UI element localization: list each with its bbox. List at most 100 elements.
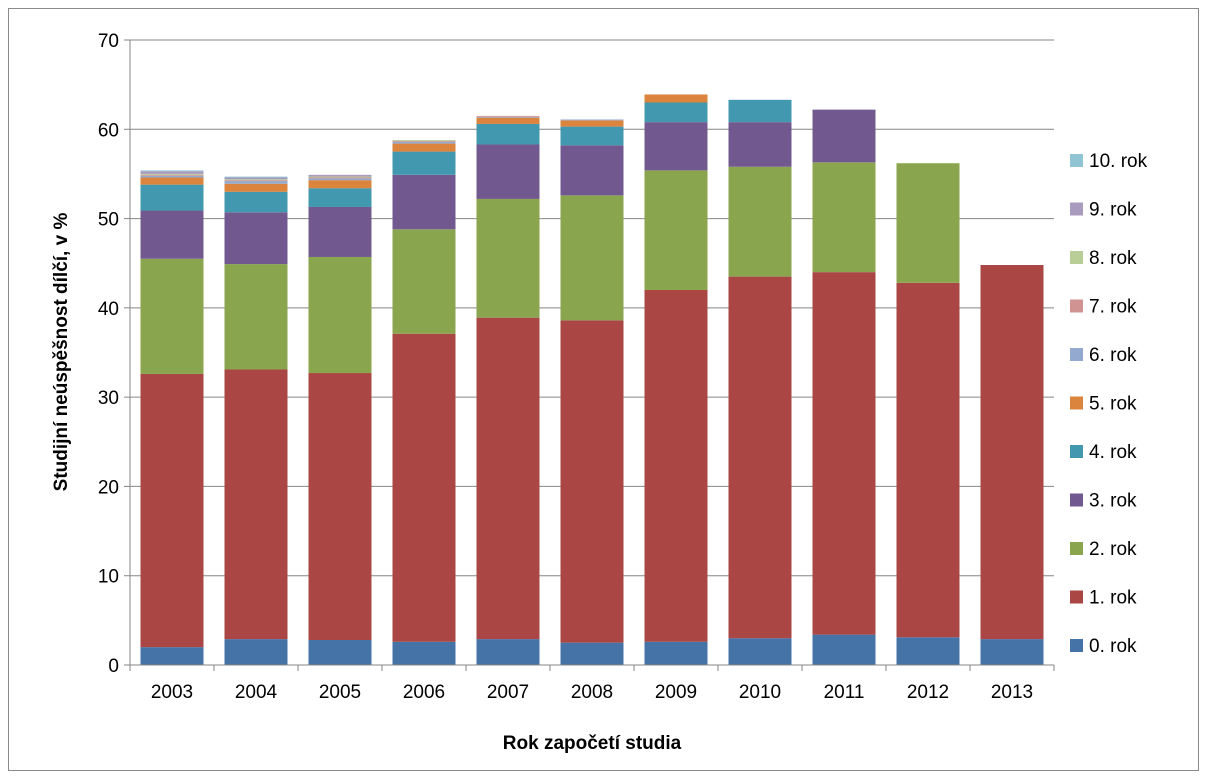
legend-label: 9. rok <box>1089 200 1137 221</box>
x-tick-label: 2011 <box>824 682 865 703</box>
legend-swatch <box>1070 493 1083 507</box>
legend: 10. rok 9. rok 8. rok 7. rok 6. rok 5. rok 4. … <box>1070 151 1148 657</box>
legend-label: 0. rok <box>1089 636 1137 657</box>
legend-swatch <box>1070 590 1083 604</box>
bar-segment <box>224 183 288 192</box>
bar-segment <box>224 212 288 265</box>
bar-segment <box>308 178 372 181</box>
bar-segment <box>308 373 372 640</box>
bar-segment <box>308 176 372 178</box>
bar-segment <box>308 188 372 207</box>
bar-segment <box>476 117 540 124</box>
bar-segment <box>224 180 288 182</box>
bar-segment <box>140 174 204 176</box>
y-tick-label: 50 <box>98 210 119 231</box>
bar-segment <box>224 639 288 665</box>
bar-segment <box>896 282 960 638</box>
bar-segment <box>812 162 876 273</box>
bar-segment <box>644 641 708 665</box>
bar-segment <box>560 642 624 665</box>
bar-segment <box>224 177 288 180</box>
bar-segment <box>560 126 624 146</box>
x-tick-label: 2005 <box>319 682 361 703</box>
y-tick-label: 0 <box>108 656 119 677</box>
y-tick-label: 10 <box>98 567 119 588</box>
legend-swatch <box>1070 154 1083 167</box>
bar-segment <box>224 181 288 184</box>
bar-segment <box>560 320 624 643</box>
bar-segment <box>560 120 624 127</box>
x-axis-title: Rok započetí studia <box>503 733 682 754</box>
bar-segment <box>812 272 876 635</box>
bar-segment <box>476 115 540 117</box>
bar-segment <box>476 317 540 640</box>
bar-segment <box>140 173 204 175</box>
legend-swatch <box>1070 299 1083 313</box>
y-tick-label: 70 <box>98 31 119 52</box>
bar-segment <box>392 641 456 665</box>
bar-segment <box>644 102 708 123</box>
bar-segment <box>980 265 1044 640</box>
legend-label: 2. rok <box>1089 539 1137 560</box>
bar-segment <box>392 140 456 142</box>
bar-segment <box>392 143 456 152</box>
y-tick-label: 60 <box>98 120 119 141</box>
bar-segment <box>308 206 372 257</box>
bar-segment <box>308 640 372 665</box>
x-tick-label: 2010 <box>739 682 781 703</box>
bar-segment <box>140 184 204 211</box>
axes <box>124 39 1055 671</box>
bar-segment <box>392 333 456 642</box>
bar-segment <box>224 176 288 178</box>
legend-label: 3. rok <box>1089 491 1137 512</box>
bar-segment <box>728 99 792 123</box>
x-tick-label: 2006 <box>403 682 445 703</box>
bar-segment <box>560 195 624 321</box>
x-tick-label: 2004 <box>235 682 278 703</box>
tick-labels: 0 10 20 30 40 50 60 70 2003 2004 2005 2006 2007 2008 2… <box>98 31 1033 703</box>
bar-segment <box>728 166 792 277</box>
legend-swatch <box>1070 542 1083 555</box>
bar-segment <box>728 122 792 167</box>
y-axis-title: Studijní neúspěšnost dílčí, v % <box>51 213 72 492</box>
bar-segment <box>728 276 792 639</box>
legend-label: 7. rok <box>1089 297 1137 318</box>
y-tick-label: 30 <box>98 388 119 409</box>
bar-segment <box>644 122 708 171</box>
legend-label: 4. rok <box>1089 442 1137 463</box>
y-tick-label: 20 <box>98 477 119 498</box>
legend-label: 5. rok <box>1089 394 1137 415</box>
bar-segment <box>140 373 204 648</box>
bars <box>140 94 1044 665</box>
legend-label: 8. rok <box>1089 248 1137 269</box>
bar-segment <box>308 256 372 374</box>
y-tick-label: 40 <box>98 299 119 320</box>
bar-segment <box>140 210 204 259</box>
x-tick-label: 2008 <box>571 682 613 703</box>
bar-segment <box>896 163 960 283</box>
bar-segment <box>140 170 204 172</box>
bar-segment <box>476 639 540 665</box>
bar-segment <box>392 151 456 175</box>
legend-swatch <box>1070 445 1083 458</box>
bar-segment <box>140 171 204 174</box>
bar-segment <box>476 144 540 199</box>
bar-segment <box>644 290 708 642</box>
bar-segment <box>980 639 1044 665</box>
bar-segment <box>140 175 204 178</box>
legend-swatch <box>1070 202 1083 216</box>
legend-label: 6. rok <box>1089 345 1137 366</box>
x-tick-label: 2003 <box>151 682 193 703</box>
bar-segment <box>140 258 204 374</box>
x-tick-label: 2013 <box>991 682 1033 703</box>
bar-segment <box>476 116 540 118</box>
bar-segment <box>224 191 288 213</box>
legend-label: 1. rok <box>1089 588 1137 609</box>
bar-segment <box>392 140 456 141</box>
bar-segment <box>644 94 708 103</box>
bar-segment <box>140 177 204 185</box>
x-tick-label: 2007 <box>487 682 529 703</box>
bar-segment <box>308 180 372 189</box>
legend-swatch <box>1070 348 1083 361</box>
